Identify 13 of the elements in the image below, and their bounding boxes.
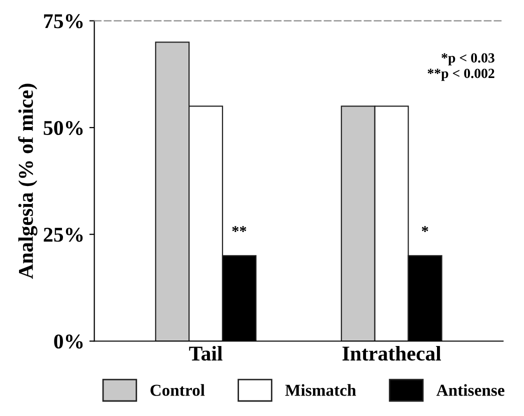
y-tick-label: 75%: [44, 14, 83, 28]
annotation: *p < 0.03 **p < 0.002: [428, 53, 494, 81]
x-tick-label: Intrathecal: [342, 346, 441, 361]
y-axis-title: Analgesia (% of mice): [18, 84, 38, 279]
legend-label: Mismatch: [285, 384, 356, 396]
annotation: **: [232, 226, 246, 232]
legend-label: Control: [150, 384, 205, 396]
y-tick-label: 50%: [44, 120, 83, 136]
x-tick-label: Tail: [189, 346, 222, 361]
annotation: *: [422, 226, 428, 232]
y-tick-label: 25%: [44, 228, 83, 242]
y-tick-label: 0%: [54, 334, 83, 349]
legend-label: Antisense: [436, 384, 504, 396]
